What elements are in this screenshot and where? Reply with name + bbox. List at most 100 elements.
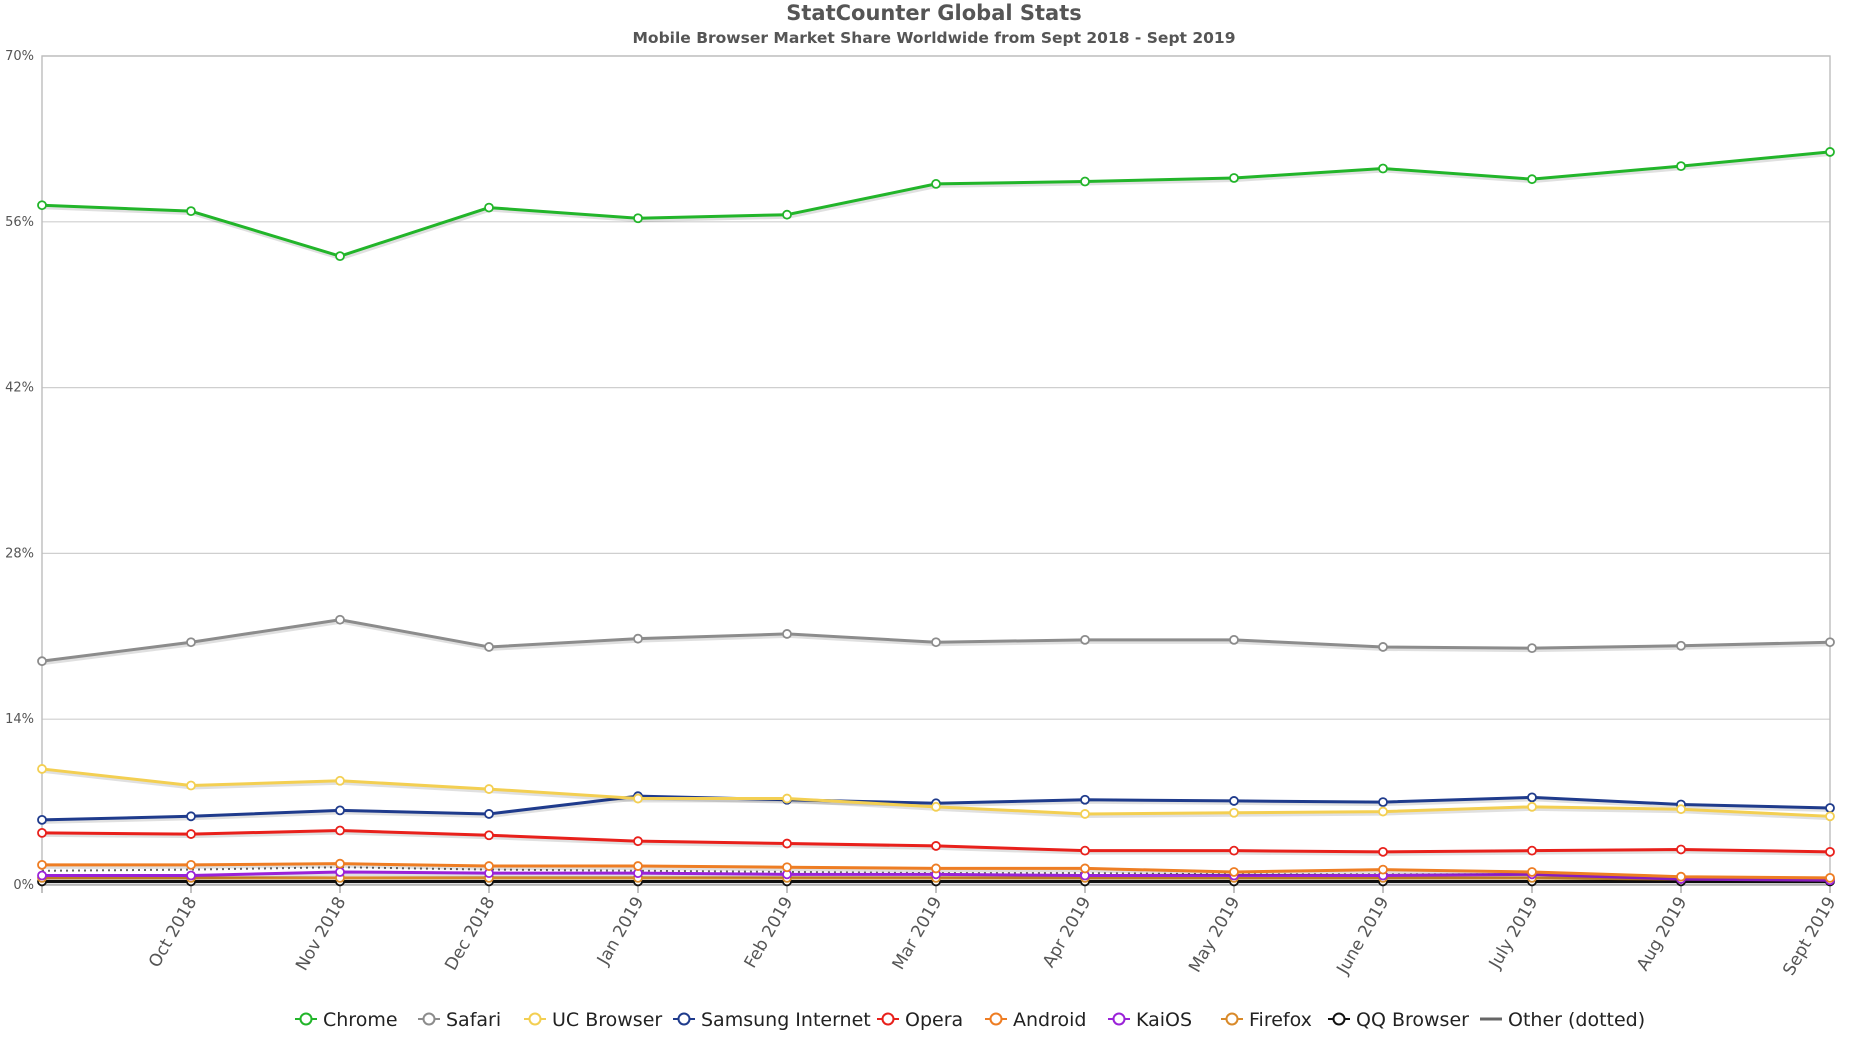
data-point[interactable] <box>1080 176 1090 187</box>
data-point[interactable] <box>186 811 196 822</box>
data-point[interactable] <box>335 251 345 262</box>
data-point[interactable] <box>484 642 494 652</box>
data-point[interactable] <box>484 861 494 871</box>
legend-item[interactable]: Other (dotted) <box>1480 1009 1645 1031</box>
data-point[interactable] <box>37 859 47 870</box>
data-point[interactable] <box>186 859 196 870</box>
data-point[interactable] <box>37 827 47 838</box>
legend-item[interactable]: Samsung Internet <box>673 1009 871 1031</box>
x-tick-label: Mar 2019 <box>889 894 947 974</box>
data-point[interactable] <box>335 858 345 869</box>
data-point[interactable] <box>1378 864 1388 875</box>
data-point[interactable] <box>1527 792 1537 803</box>
legend-item[interactable]: Chrome <box>295 1009 398 1031</box>
data-point[interactable] <box>1825 147 1835 157</box>
series-opera <box>37 825 1835 857</box>
x-tick-label: Dec 2018 <box>441 894 499 975</box>
legend-item[interactable]: UC Browser <box>524 1009 662 1031</box>
data-point[interactable] <box>484 809 494 819</box>
data-point[interactable] <box>335 775 345 786</box>
data-point[interactable] <box>1676 161 1686 172</box>
x-tick-label: Nov 2018 <box>292 894 350 975</box>
data-point[interactable] <box>633 213 643 224</box>
x-axis-ticks: Oct 2018 Nov 2018 Dec 2018 Jan 2019 Feb 2019… <box>41 885 1840 979</box>
data-point[interactable] <box>633 633 643 644</box>
data-point[interactable] <box>484 202 494 213</box>
data-point[interactable] <box>1527 174 1537 185</box>
data-point[interactable] <box>37 870 47 881</box>
x-tick-label: Feb 2019 <box>741 894 798 972</box>
legend-item[interactable]: Android <box>985 1009 1086 1031</box>
data-point[interactable] <box>1527 867 1537 877</box>
data-point[interactable] <box>1080 809 1090 819</box>
data-point[interactable] <box>335 614 345 625</box>
data-point[interactable] <box>37 814 47 825</box>
data-point[interactable] <box>1676 871 1686 882</box>
legend-item[interactable]: KaiOS <box>1108 1009 1192 1031</box>
data-point[interactable] <box>1378 797 1388 807</box>
data-point[interactable] <box>1229 807 1239 818</box>
data-point[interactable] <box>37 764 47 774</box>
data-point[interactable] <box>1080 794 1090 805</box>
data-point[interactable] <box>782 629 792 639</box>
data-point[interactable] <box>931 863 941 874</box>
data-point[interactable] <box>931 801 941 812</box>
data-point[interactable] <box>1825 846 1835 857</box>
data-point[interactable] <box>186 870 196 881</box>
legend-label: Chrome <box>323 1009 398 1031</box>
data-point[interactable] <box>335 825 345 836</box>
data-point[interactable] <box>484 784 494 794</box>
data-point[interactable] <box>335 805 345 816</box>
legend-item[interactable]: Safari <box>418 1009 501 1031</box>
data-point[interactable] <box>186 206 196 217</box>
data-point[interactable] <box>1825 811 1835 822</box>
legend-label: Other (dotted) <box>1508 1009 1645 1031</box>
data-point[interactable] <box>186 780 196 791</box>
data-point[interactable] <box>633 861 643 871</box>
data-point[interactable] <box>1676 804 1686 815</box>
data-point[interactable] <box>931 179 941 189</box>
data-point[interactable] <box>633 793 643 804</box>
data-point[interactable] <box>1080 863 1090 874</box>
data-point[interactable] <box>782 862 792 873</box>
legend-label: KaiOS <box>1136 1009 1192 1031</box>
data-point[interactable] <box>1676 844 1686 855</box>
data-point[interactable] <box>1378 806 1388 817</box>
data-point[interactable] <box>782 209 792 220</box>
legend-item[interactable]: QQ Browser <box>1328 1009 1469 1031</box>
series-android <box>37 858 1835 883</box>
data-point[interactable] <box>782 793 792 804</box>
data-point[interactable] <box>1229 634 1239 645</box>
legend-item[interactable]: Opera <box>877 1009 963 1031</box>
data-point[interactable] <box>186 829 196 839</box>
data-point[interactable] <box>1080 634 1090 645</box>
data-point[interactable] <box>633 836 643 847</box>
data-point[interactable] <box>1527 845 1537 856</box>
legend-item[interactable]: Firefox <box>1221 1009 1312 1031</box>
data-point[interactable] <box>37 200 47 211</box>
data-point[interactable] <box>1527 643 1537 654</box>
data-point[interactable] <box>1825 637 1835 648</box>
data-point[interactable] <box>186 637 196 648</box>
data-point[interactable] <box>931 841 941 851</box>
data-point[interactable] <box>37 656 47 667</box>
data-point[interactable] <box>1229 796 1239 806</box>
data-point[interactable] <box>931 637 941 648</box>
data-point[interactable] <box>1825 803 1835 813</box>
data-point[interactable] <box>484 830 494 841</box>
data-point[interactable] <box>1527 801 1537 812</box>
data-point[interactable] <box>782 838 792 849</box>
data-point[interactable] <box>1080 845 1090 856</box>
data-point[interactable] <box>1229 173 1239 183</box>
data-point[interactable] <box>1378 846 1388 857</box>
data-point[interactable] <box>1229 867 1239 877</box>
chart-subtitle: Mobile Browser Market Share Worldwide fr… <box>633 29 1236 47</box>
data-point[interactable] <box>1825 872 1835 883</box>
data-point[interactable] <box>1378 163 1388 174</box>
data-point[interactable] <box>1676 640 1686 651</box>
data-point[interactable] <box>1229 845 1239 856</box>
data-point[interactable] <box>335 867 345 877</box>
x-tick-label: July 2019 <box>1485 894 1542 973</box>
data-point[interactable] <box>1378 642 1388 652</box>
